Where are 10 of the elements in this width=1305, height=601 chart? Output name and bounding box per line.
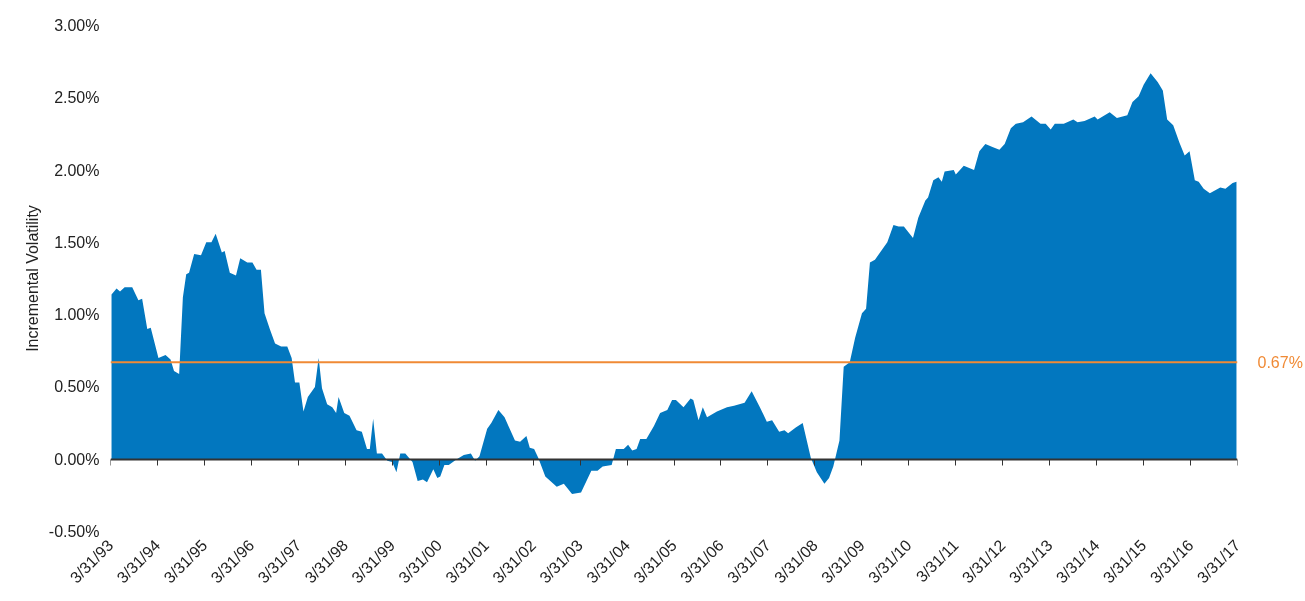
y-tick-label: 1.50%	[54, 233, 100, 251]
y-tick-label: -0.50%	[48, 523, 100, 540]
ref-line-label: 0.67%	[1257, 353, 1303, 371]
y-tick-label: 1.00%	[54, 306, 100, 324]
y-tick-label: 0.00%	[54, 450, 100, 468]
y-tick-label: 0.50%	[54, 378, 100, 396]
y-tick-label: 2.50%	[54, 89, 100, 107]
y-tick-label: 3.00%	[54, 17, 100, 34]
y-axis-title: Incremental Volatility	[23, 205, 41, 352]
y-tick-label: 2.00%	[54, 161, 100, 179]
